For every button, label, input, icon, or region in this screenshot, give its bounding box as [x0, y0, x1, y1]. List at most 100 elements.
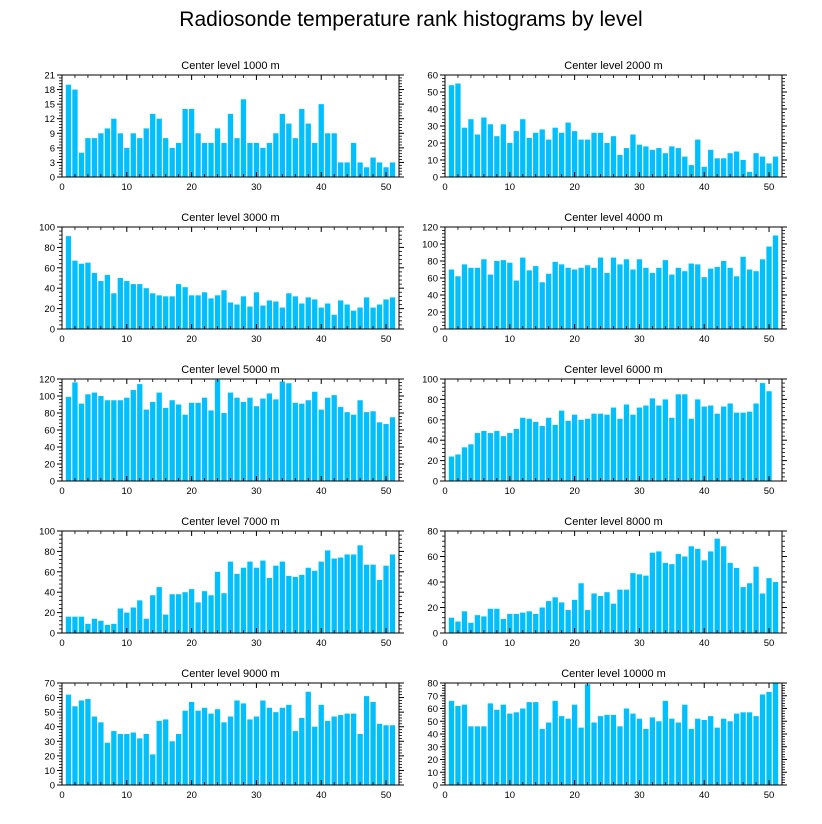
bar: [318, 704, 324, 785]
bar: [201, 397, 208, 481]
bar: [137, 384, 143, 481]
bar: [65, 396, 72, 481]
bar: [533, 132, 539, 177]
bar: [520, 257, 526, 329]
bar: [733, 713, 740, 785]
bar: [578, 583, 584, 633]
bar: [552, 597, 558, 633]
y-tick-label: 60: [427, 415, 438, 426]
y-tick-label: 20: [427, 755, 438, 766]
bar: [195, 602, 201, 633]
bar: [195, 295, 201, 329]
bar: [338, 715, 344, 785]
y-tick-label: 0: [50, 629, 55, 640]
bar: [623, 589, 630, 633]
bar: [721, 718, 727, 785]
bar: [688, 165, 694, 177]
x-tick-label: 10: [122, 638, 133, 649]
x-tick-label: 10: [122, 790, 133, 801]
bar: [78, 403, 85, 481]
bar: [481, 726, 487, 785]
bar: [163, 407, 169, 481]
bar: [143, 618, 149, 633]
bar: [253, 716, 260, 785]
y-tick-label: 80: [44, 243, 55, 254]
bar: [481, 431, 487, 481]
bar: [591, 722, 597, 785]
bar: [389, 297, 396, 329]
bar: [325, 303, 331, 329]
bar: [376, 422, 383, 481]
bar: [617, 264, 623, 329]
bar: [766, 246, 772, 329]
y-tick-label: 20: [427, 603, 438, 614]
bar: [584, 418, 591, 481]
x-tick-label: 20: [569, 486, 580, 497]
bar: [150, 293, 156, 329]
bar: [649, 398, 656, 481]
bar: [299, 574, 305, 633]
x-tick-label: 40: [699, 334, 710, 345]
x-tick-label: 30: [251, 790, 262, 801]
bar: [740, 256, 746, 329]
x-tick-label: 0: [59, 334, 64, 345]
bar: [234, 397, 240, 481]
bar: [759, 694, 766, 785]
x-tick-label: 10: [122, 182, 133, 193]
bar: [461, 447, 468, 481]
y-tick-label: 60: [44, 567, 55, 578]
bar: [169, 147, 175, 177]
bar: [662, 399, 668, 481]
bar: [357, 400, 363, 481]
bar: [513, 280, 519, 329]
bar: [669, 564, 675, 633]
bar: [273, 133, 279, 177]
bar: [240, 703, 247, 785]
bar: [389, 162, 396, 177]
bar: [597, 716, 604, 785]
bar: [331, 395, 337, 481]
bar: [571, 704, 578, 785]
y-tick-label: 120: [39, 375, 55, 386]
y-tick-label: 80: [427, 395, 438, 406]
bar: [221, 722, 227, 785]
bar: [721, 406, 727, 481]
x-tick-label: 50: [381, 334, 392, 345]
bar: [500, 704, 506, 785]
bar: [708, 551, 714, 633]
bar: [357, 162, 363, 177]
bar: [643, 728, 649, 785]
bar: [474, 433, 481, 481]
bar: [461, 127, 468, 177]
x-tick-label: 0: [59, 790, 64, 801]
y-tick-label: 21: [44, 71, 55, 82]
bar: [565, 267, 571, 329]
y-tick-label: 100: [39, 392, 55, 403]
bar: [494, 709, 500, 785]
y-tick-label: 0: [433, 173, 438, 184]
bar: [331, 133, 337, 177]
bar: [91, 392, 98, 481]
y-tick-label: 100: [39, 527, 55, 538]
bar: [494, 261, 500, 329]
y-tick-label: 60: [44, 693, 55, 704]
x-tick-label: 0: [442, 638, 447, 649]
bar: [176, 284, 182, 329]
panel-6: Center level 6000 m 0 10 20 30 40 50 0 20 40 60 80 1…: [422, 364, 787, 497]
bar: [455, 83, 461, 177]
bar: [701, 560, 707, 633]
bar: [708, 268, 714, 329]
bar: [234, 700, 240, 785]
bar: [137, 284, 143, 329]
bar: [350, 310, 357, 329]
bar: [318, 409, 324, 481]
bar: [292, 731, 298, 785]
bar: [111, 118, 117, 177]
bar: [124, 281, 130, 329]
bar: [111, 293, 117, 329]
bar: [481, 117, 487, 177]
bar: [266, 577, 273, 633]
panel-2: Center level 2000 m 0 10 20 30 40 50 0 10 20 30 40 5…: [427, 60, 787, 193]
x-tick-label: 50: [381, 182, 392, 193]
x-tick-label: 40: [316, 638, 327, 649]
